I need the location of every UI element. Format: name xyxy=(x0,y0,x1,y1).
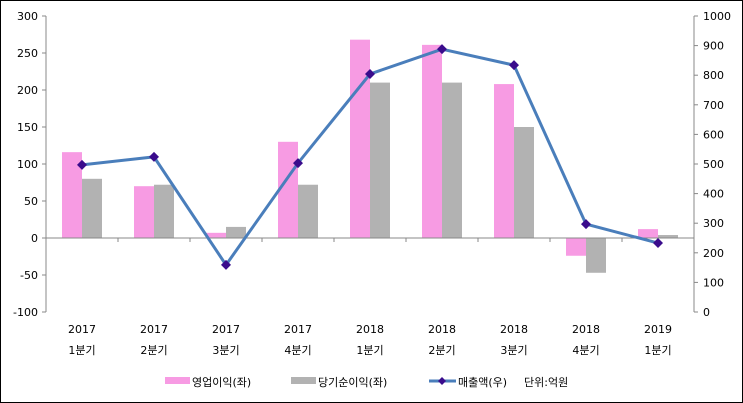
sales-marker xyxy=(293,158,303,169)
left-tick-label: 100 xyxy=(17,158,38,171)
bar-net-income xyxy=(658,235,678,238)
category-year-label: 2018 xyxy=(428,323,456,336)
right-tick-label: 0 xyxy=(703,306,710,319)
legend-label-sales: 매출액(우) xyxy=(458,376,507,389)
right-tick-label: 100 xyxy=(703,276,724,289)
bar-operating-profit xyxy=(422,44,442,238)
legend-marker-sales xyxy=(438,377,446,385)
category-quarter-label: 1분기 xyxy=(356,344,383,357)
category-year-label: 2018 xyxy=(500,323,528,336)
category-quarter-label: 3분기 xyxy=(500,344,527,357)
bar-net-income xyxy=(442,82,462,238)
sales-marker xyxy=(221,259,231,270)
left-tick-label: 150 xyxy=(17,121,38,134)
bar-operating-profit xyxy=(278,141,298,238)
left-tick-label: -50 xyxy=(20,269,38,282)
right-tick-label: 800 xyxy=(703,69,724,82)
category-quarter-label: 4분기 xyxy=(284,344,311,357)
left-tick-label: 50 xyxy=(24,195,38,208)
bar-net-income xyxy=(82,178,102,238)
category-quarter-label: 3분기 xyxy=(212,344,239,357)
sales-marker xyxy=(365,69,375,80)
legend-swatch-net-income xyxy=(291,377,316,384)
category-quarter-label: 2분기 xyxy=(140,344,167,357)
left-tick-label: 250 xyxy=(17,47,38,60)
category-year-label: 2017 xyxy=(68,323,96,336)
bar-operating-profit xyxy=(350,39,370,239)
legend-swatch-operating-profit xyxy=(165,377,190,384)
sales-marker xyxy=(581,219,591,230)
category-quarter-label: 1분기 xyxy=(68,344,95,357)
bar-net-income xyxy=(298,184,318,238)
bar-net-income xyxy=(514,127,534,238)
right-tick-label: 600 xyxy=(703,128,724,141)
right-tick-label: 900 xyxy=(703,40,724,53)
bar-operating-profit xyxy=(638,229,658,238)
bar-net-income xyxy=(586,238,606,273)
bar-net-income xyxy=(370,82,390,238)
right-tick-label: 200 xyxy=(703,247,724,260)
category-year-label: 2018 xyxy=(356,323,384,336)
category-year-label: 2017 xyxy=(140,323,168,336)
category-quarter-label: 4분기 xyxy=(572,344,599,357)
bar-operating-profit xyxy=(134,186,154,238)
legend-label-operating-profit: 영업이익(좌) xyxy=(192,376,251,389)
category-year-label: 2017 xyxy=(212,323,240,336)
left-tick-label: 300 xyxy=(17,10,38,23)
right-tick-label: 300 xyxy=(703,217,724,230)
bar-net-income xyxy=(154,184,174,238)
sales-marker xyxy=(653,238,663,249)
bar-operating-profit xyxy=(494,84,514,238)
bar-net-income xyxy=(226,226,246,238)
category-year-label: 2019 xyxy=(644,323,672,336)
category-quarter-label: 1분기 xyxy=(644,344,671,357)
category-quarter-label: 2분기 xyxy=(428,344,455,357)
sales-marker xyxy=(149,151,159,162)
sales-marker xyxy=(509,60,519,71)
right-tick-label: 500 xyxy=(703,158,724,171)
left-tick-label: -100 xyxy=(13,306,38,319)
bar-operating-profit xyxy=(566,238,586,256)
bar-operating-profit xyxy=(62,152,82,238)
left-tick-label: 200 xyxy=(17,84,38,97)
legend-label-net-income: 당기순이익(좌) xyxy=(318,376,387,389)
category-year-label: 2017 xyxy=(284,323,312,336)
right-tick-label: 700 xyxy=(703,99,724,112)
sales-marker xyxy=(77,159,87,170)
left-tick-label: 0 xyxy=(31,232,38,245)
right-tick-label: 1000 xyxy=(703,10,731,23)
bar-operating-profit xyxy=(206,232,226,238)
category-year-label: 2018 xyxy=(572,323,600,336)
sales-marker xyxy=(437,44,447,55)
unit-note: 단위:억원 xyxy=(524,376,568,389)
right-tick-label: 400 xyxy=(703,188,724,201)
